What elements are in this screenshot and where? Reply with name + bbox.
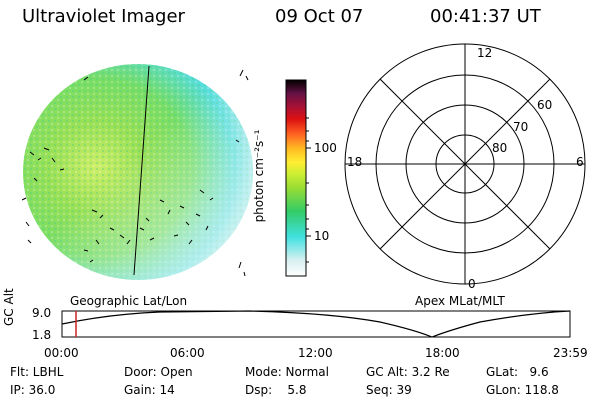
- altitude-ymin: 1.8: [32, 328, 52, 342]
- glon-info: GLon: 118.8: [486, 383, 559, 397]
- mlt-label-18: 18: [347, 155, 363, 169]
- colorbar: [285, 79, 311, 277]
- time-tick-0600: 06:00: [170, 346, 205, 360]
- earth-image: [21, 64, 253, 280]
- mlat-label-70: 70: [513, 120, 529, 134]
- mode-info: Mode: Normal: [245, 365, 329, 379]
- mlt-label-12: 12: [477, 46, 493, 60]
- colorbar-tick-100: 100: [314, 141, 337, 155]
- altitude-plot: [61, 310, 571, 338]
- altitude-ymax: 9.0: [32, 306, 52, 320]
- mlt-label-0: 0: [468, 277, 476, 291]
- time-label: 00:41:37 UT: [430, 6, 541, 27]
- mlat-label-60: 60: [537, 98, 553, 112]
- altitude-ylabel: GC Alt: [2, 288, 16, 326]
- seq-info: Seq: 39: [366, 383, 412, 397]
- time-tick-2359: 23:59: [553, 346, 588, 360]
- instrument-title: Ultraviolet Imager: [22, 6, 185, 27]
- time-tick-0000: 00:00: [44, 346, 79, 360]
- gc-alt-info: GC Alt: 3.2 Re: [366, 365, 450, 379]
- apex-panel-label: Apex MLat/MLT: [415, 294, 505, 308]
- ip-info: IP: 36.0: [10, 383, 56, 397]
- gain-info: Gain: 14: [124, 383, 175, 397]
- geographic-panel-label: Geographic Lat/Lon: [70, 294, 188, 308]
- time-tick-1200: 12:00: [298, 346, 333, 360]
- glat-info: GLat: 9.6: [486, 365, 549, 379]
- mlt-label-6: 6: [576, 155, 584, 169]
- polar-grid: [344, 43, 586, 285]
- mlat-label-80: 80: [492, 141, 508, 155]
- door-info: Door: Open: [124, 365, 193, 379]
- date-label: 09 Oct 07: [275, 6, 364, 27]
- time-tick-1800: 18:00: [425, 346, 460, 360]
- colorbar-label: photon cm⁻²s⁻¹: [252, 129, 266, 223]
- colorbar-tick-10: 10: [314, 229, 330, 243]
- dsp-info: Dsp: 5.8: [245, 383, 307, 397]
- coastline-marks: [21, 69, 249, 277]
- filter-info: Flt: LBHL: [10, 365, 64, 379]
